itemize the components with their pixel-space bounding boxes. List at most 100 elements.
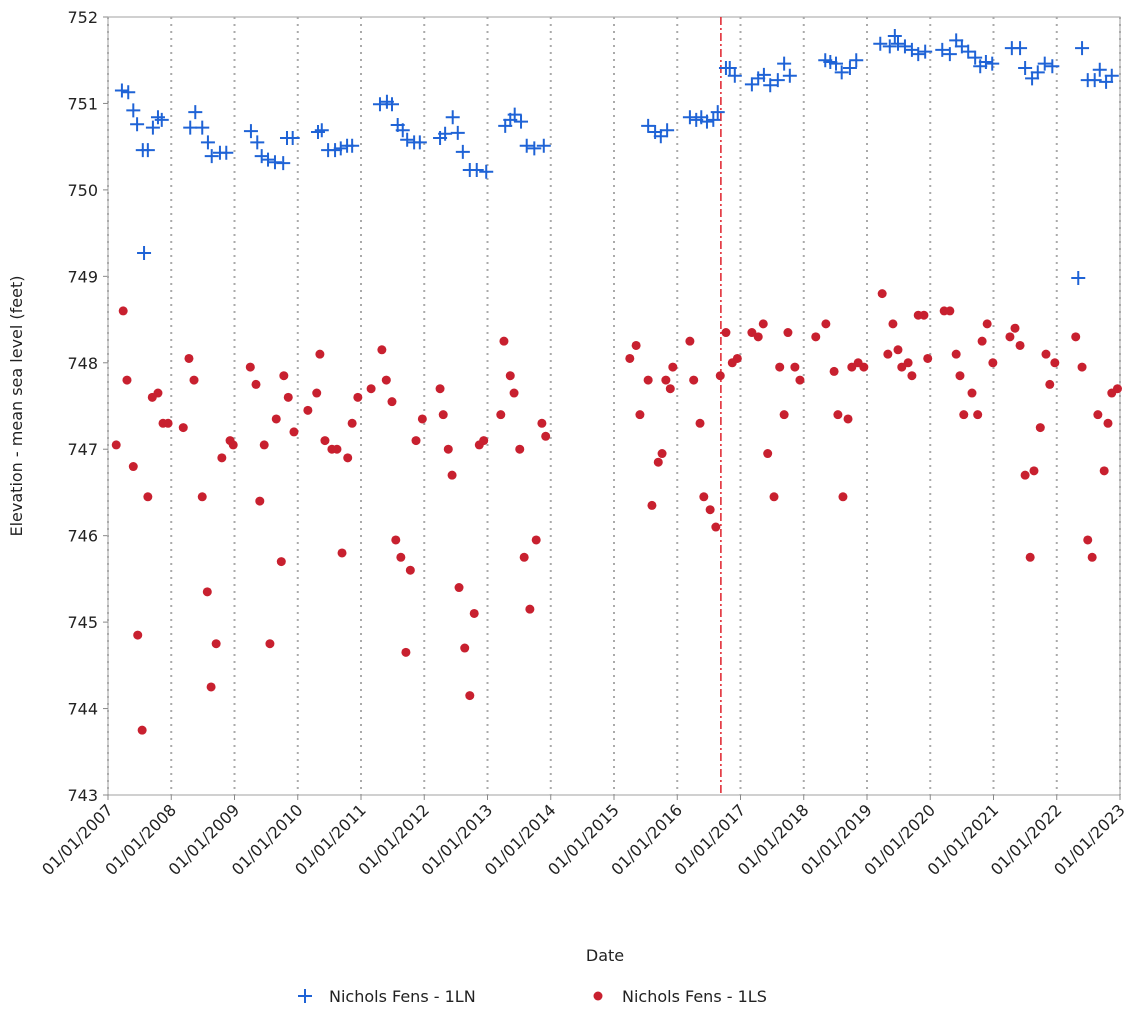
data-point	[635, 410, 645, 420]
data-point	[519, 138, 534, 153]
data-point	[401, 647, 411, 657]
data-point	[711, 522, 721, 532]
data-point	[310, 124, 325, 139]
data-point	[391, 535, 401, 545]
data-point	[276, 557, 286, 567]
data-point	[942, 47, 957, 62]
data-point	[219, 145, 234, 160]
data-point	[1099, 74, 1114, 89]
data-point	[1104, 68, 1119, 83]
data-point	[505, 371, 515, 381]
data-point	[122, 375, 132, 385]
data-point	[243, 124, 258, 139]
data-point	[890, 36, 905, 51]
data-point	[337, 548, 347, 558]
data-point	[531, 535, 541, 545]
data-point	[790, 362, 800, 372]
data-point	[254, 149, 269, 164]
data-point	[228, 440, 238, 450]
data-point	[849, 53, 864, 68]
data-point	[811, 332, 821, 342]
data-point	[303, 405, 313, 415]
data-point	[897, 362, 907, 372]
data-point	[438, 126, 453, 141]
data-point	[722, 61, 737, 76]
data-point	[641, 118, 656, 133]
data-point	[959, 410, 969, 420]
data-point	[699, 114, 714, 129]
data-point	[128, 462, 138, 472]
data-point	[1087, 73, 1102, 88]
data-point	[251, 379, 261, 389]
data-point	[133, 630, 143, 640]
data-point	[843, 414, 853, 424]
data-point	[1071, 332, 1081, 342]
data-point	[753, 332, 763, 342]
data-point	[1092, 62, 1107, 77]
data-point	[877, 289, 887, 299]
data-point	[823, 54, 838, 69]
data-point	[353, 392, 363, 402]
data-point	[395, 123, 410, 138]
data-point	[188, 105, 203, 120]
data-point	[919, 310, 929, 320]
data-point	[834, 65, 849, 80]
data-point	[312, 388, 322, 398]
data-point	[1112, 384, 1122, 394]
data-point	[653, 457, 663, 467]
data-point	[883, 349, 893, 359]
data-point	[625, 353, 635, 363]
data-point	[1041, 349, 1051, 359]
data-point	[660, 123, 675, 138]
data-point	[1045, 59, 1060, 74]
data-point	[918, 44, 933, 59]
data-point	[706, 112, 721, 127]
data-point	[183, 120, 198, 135]
data-point	[153, 388, 163, 398]
data-point	[775, 362, 785, 372]
data-point	[782, 68, 797, 83]
data-point	[695, 418, 705, 428]
y-tick-label: 744	[67, 700, 98, 719]
data-point	[469, 163, 484, 178]
data-point	[777, 56, 792, 71]
data-point	[454, 583, 464, 593]
data-point	[779, 410, 789, 420]
data-point	[783, 328, 793, 338]
data-point	[821, 319, 831, 329]
legend-marker	[593, 991, 603, 1001]
data-point	[315, 349, 325, 359]
data-point	[829, 56, 844, 71]
data-point	[328, 143, 343, 158]
data-point	[968, 50, 983, 65]
data-point	[283, 392, 293, 402]
data-point	[450, 125, 465, 140]
y-tick-label: 749	[67, 267, 98, 286]
data-point	[411, 436, 421, 446]
y-tick-label: 747	[67, 440, 98, 459]
y-tick-label: 746	[67, 527, 98, 546]
data-point	[211, 639, 221, 649]
data-point	[732, 353, 742, 363]
data-point	[519, 552, 529, 562]
data-point	[1083, 535, 1093, 545]
data-point	[509, 388, 519, 398]
data-point	[631, 340, 641, 350]
data-point	[887, 29, 902, 44]
data-point	[276, 156, 291, 171]
data-point	[396, 552, 406, 562]
data-point	[751, 71, 766, 86]
data-point	[496, 410, 506, 420]
y-tick-label: 750	[67, 181, 98, 200]
data-point	[1005, 332, 1015, 342]
data-point	[842, 61, 857, 76]
plot-frame	[107, 16, 1121, 796]
data-point	[967, 388, 977, 398]
data-point	[1029, 466, 1039, 476]
data-point	[668, 362, 678, 372]
data-point	[200, 135, 215, 150]
data-point	[412, 135, 427, 150]
data-point	[1071, 271, 1086, 286]
data-point	[143, 492, 153, 502]
data-point	[978, 54, 993, 69]
